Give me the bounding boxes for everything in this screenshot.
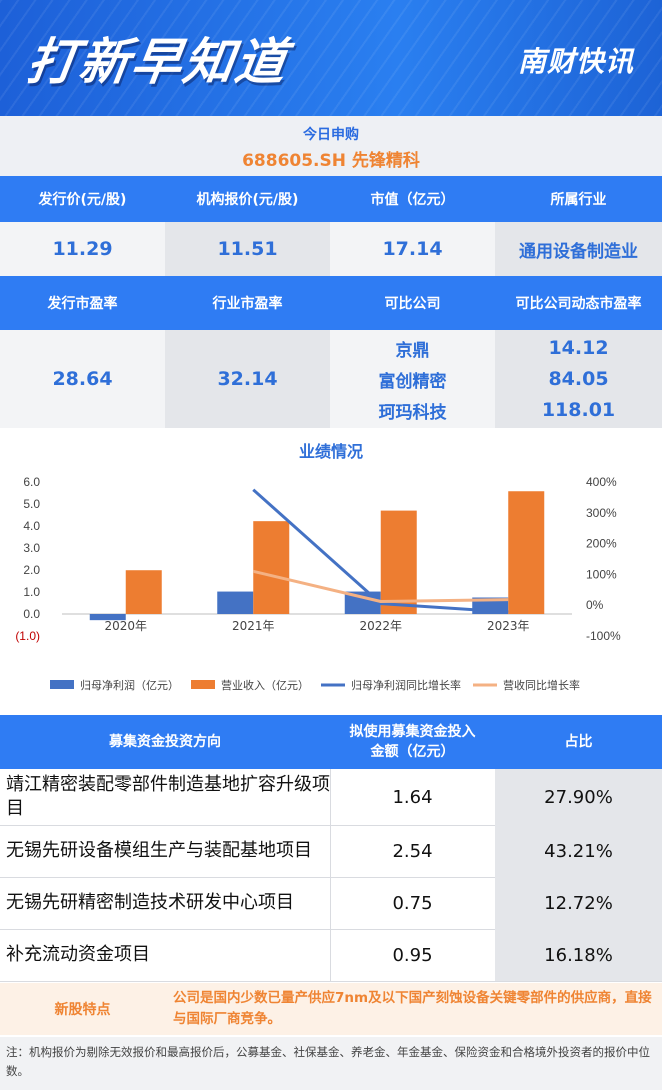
y-tick-label: 2.0 (23, 563, 40, 577)
brand-logo: 南财快讯 (517, 45, 634, 78)
invest-row-ratio: 43.21% (495, 825, 662, 877)
y-tick-label: 6.0 (23, 475, 40, 489)
invest-row-name: 无锡先研精密制造技术研发中心项目 (0, 877, 330, 929)
legend-label: 归母净利润（亿元） (80, 678, 179, 692)
invest-row-amount: 1.64 (330, 769, 495, 825)
comparable-name: 富创精密 (378, 371, 447, 392)
y-tick-label: 0.0 (23, 607, 40, 621)
y2-tick-label: 0% (586, 598, 604, 612)
page-title: 打新早知道 (23, 33, 292, 91)
header-market-cap: 市值（亿元） (330, 176, 495, 222)
y-tick-label: 1.0 (23, 585, 40, 599)
comparable-pe: 14.12 (548, 337, 609, 359)
header-banner: 打新早知道 南财快讯 (0, 0, 662, 116)
x-tick-label: 2023年 (487, 619, 530, 633)
y2-tick-label: 100% (586, 567, 617, 581)
legend-label: 营收同比增长率 (503, 678, 580, 692)
y2-tick-label: -100% (586, 629, 621, 643)
x-tick-label: 2021年 (232, 619, 275, 633)
invest-row-ratio: 16.18% (495, 929, 662, 981)
feature-text: 公司是国内少数已量产供应7nm及以下国产刻蚀设备关键零部件的供应商，直接与国际厂… (165, 983, 662, 1035)
value-industry-pe: 32.14 (165, 330, 330, 428)
comparable-name: 珂玛科技 (378, 402, 447, 423)
bar-net-profit (217, 591, 254, 614)
y-tick-label: 3.0 (23, 541, 40, 555)
invest-row-amount: 0.75 (330, 877, 495, 929)
value-issue-pe: 28.64 (0, 330, 165, 428)
feature-label: 新股特点 (0, 983, 165, 1035)
comparable-pe: 84.05 (548, 368, 609, 390)
header-issue-price: 发行价(元/股) (0, 176, 165, 222)
header-industry: 所属行业 (495, 176, 662, 222)
invest-header-direction: 募集资金投资方向 (0, 715, 330, 769)
y-tick-label: 5.0 (23, 497, 40, 511)
bar-revenue (380, 510, 417, 614)
x-tick-label: 2022年 (359, 619, 402, 633)
bar-revenue (125, 570, 162, 614)
value-industry: 通用设备制造业 (495, 222, 662, 276)
y2-tick-label: 400% (586, 475, 617, 489)
chart-svg: 6.0 5.0 4.0 3.0 2.0 1.0 0.0 (1.0) 400% 300% 200% 10… (15, 475, 621, 692)
row-divider (0, 877, 495, 878)
header-issue-pe: 发行市盈率 (0, 276, 165, 330)
invest-row-name: 靖江精密装配零部件制造基地扩容升级项目 (0, 769, 330, 825)
y2-tick-label: 200% (586, 537, 617, 551)
comparable-pe: 118.01 (541, 399, 616, 421)
value-issue-price: 11.29 (0, 222, 165, 276)
comparables-names: 京鼎 富创精密 珂玛科技 (330, 330, 495, 428)
banner-pattern (0, 0, 662, 116)
value-market-cap: 17.14 (330, 222, 495, 276)
y2-tick-label: 300% (586, 506, 617, 520)
invest-row-amount: 2.54 (330, 825, 495, 877)
header-comparable-pe: 可比公司动态市盈率 (495, 276, 662, 330)
row-divider (0, 825, 495, 826)
row-divider (0, 981, 662, 982)
invest-header-amount: 拟使用募集资金投入金额（亿元） (330, 715, 495, 769)
stock-code: 688605.SH 先锋精科 (242, 151, 420, 171)
bar-revenue (508, 491, 545, 614)
header-institution-quote: 机构报价(元/股) (165, 176, 330, 222)
footnote: 注：机构报价为剔除无效报价和最高报价后，公募基金、社保基金、养老金、年金基金、保… (0, 1037, 662, 1090)
x-tick-label: 2020年 (104, 619, 147, 633)
invest-row-ratio: 12.72% (495, 877, 662, 929)
y-tick-label: (1.0) (15, 629, 40, 643)
bar-revenue (253, 521, 290, 614)
today-subscription: 今日申购 688605.SH 先锋精科 (0, 116, 662, 176)
row-divider (0, 929, 495, 930)
line-revenue-growth (252, 569, 509, 604)
legend-swatch (191, 680, 215, 689)
comparable-name: 京鼎 (395, 340, 430, 361)
invest-row-ratio: 27.90% (495, 769, 662, 825)
invest-row-amount: 0.95 (330, 929, 495, 981)
col-divider (330, 769, 331, 981)
y-tick-label: 4.0 (23, 519, 40, 533)
subscription-label: 今日申购 (303, 127, 359, 143)
performance-chart: 业绩情况 6.0 5.0 4.0 3.0 2.0 1.0 0.0 (1.0) 400% 300% 2… (0, 428, 662, 713)
line-profit-growth (252, 488, 509, 614)
value-institution-quote: 11.51 (165, 222, 330, 276)
legend-swatch (50, 680, 74, 689)
legend-label: 归母净利润同比增长率 (351, 678, 461, 692)
header-industry-pe: 行业市盈率 (165, 276, 330, 330)
chart-title: 业绩情况 (298, 442, 363, 461)
comparables-pe: 14.12 84.05 118.01 (495, 330, 662, 428)
legend-label: 营业收入（亿元） (221, 678, 309, 692)
invest-header-ratio: 占比 (495, 715, 662, 769)
bar-net-profit (89, 614, 126, 621)
invest-row-name: 无锡先研设备模组生产与装配基地项目 (0, 825, 330, 877)
invest-row-name: 补充流动资金项目 (0, 929, 330, 981)
header-comparables: 可比公司 (330, 276, 495, 330)
